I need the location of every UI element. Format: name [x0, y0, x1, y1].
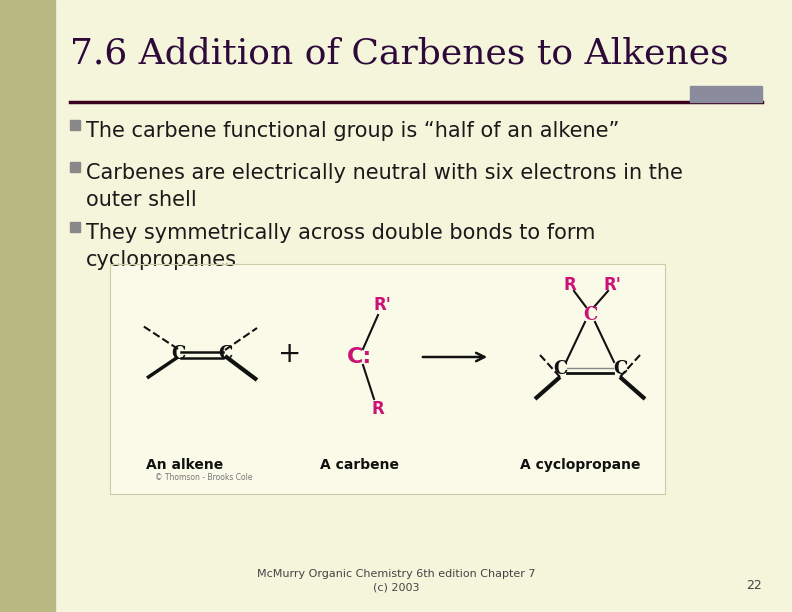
Bar [690, 86, 762, 102]
Text: 7.6 Addition of Carbenes to Alkenes: 7.6 Addition of Carbenes to Alkenes [70, 37, 729, 71]
Text: R: R [371, 400, 384, 418]
Text: The carbene functional group is “half of an alkene”: The carbene functional group is “half of… [86, 121, 619, 141]
Text: R': R' [373, 296, 391, 314]
Text: A carbene: A carbene [321, 458, 399, 472]
Text: C: C [583, 306, 597, 324]
Text: C: C [171, 345, 185, 363]
Text: 22: 22 [746, 579, 762, 592]
Bar [70, 222, 80, 232]
Text: +: + [278, 340, 302, 368]
Text: A cyclopropane: A cyclopropane [520, 458, 640, 472]
Text: C: C [218, 345, 232, 363]
Bar [70, 162, 80, 172]
Text: C: C [553, 360, 567, 378]
Text: C:: C: [348, 347, 372, 367]
Bar [70, 120, 80, 130]
Text: R': R' [603, 276, 621, 294]
Bar [0, 0, 55, 612]
Text: C: C [613, 360, 627, 378]
Text: R: R [564, 276, 577, 294]
Text: © Thomson - Brooks Cole: © Thomson - Brooks Cole [155, 473, 253, 482]
Text: They symmetrically across double bonds to form
cyclopropanes: They symmetrically across double bonds t… [86, 223, 596, 271]
Bar [110, 264, 665, 494]
Text: McMurry Organic Chemistry 6th edition Chapter 7
(c) 2003: McMurry Organic Chemistry 6th edition Ch… [257, 569, 535, 592]
Text: Carbenes are electrically neutral with six electrons in the
outer shell: Carbenes are electrically neutral with s… [86, 163, 683, 210]
Text: An alkene: An alkene [147, 458, 223, 472]
Bar [110, 264, 665, 494]
